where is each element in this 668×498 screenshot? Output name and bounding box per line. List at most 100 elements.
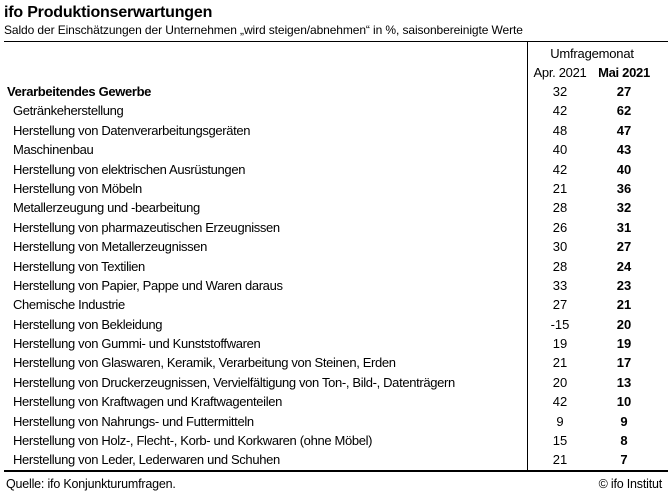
column-headers: Apr. 2021 Mai 2021 bbox=[528, 63, 656, 82]
row-label: Herstellung von Glaswaren, Keramik, Vera… bbox=[13, 355, 396, 371]
row-label: Herstellung von Holz-, Flecht-, Korb- un… bbox=[13, 433, 373, 449]
row-label: Maschinenbau bbox=[13, 142, 94, 158]
row-label: Herstellung von Gummi- und Kunststoffwar… bbox=[13, 336, 261, 352]
row-values: 42 10 bbox=[527, 392, 668, 412]
cell-value: 27 bbox=[616, 239, 632, 255]
row-label: Herstellung von Kraftwagen und Kraftwage… bbox=[13, 394, 283, 410]
table-row: Herstellung von Leder, Lederwaren und Sc… bbox=[4, 450, 668, 470]
row-values: -15 20 bbox=[527, 314, 668, 335]
table-row: Herstellung von Möbeln 21 36 bbox=[4, 178, 668, 199]
row-values: 28 32 bbox=[527, 198, 668, 218]
row-label: Getränkeherstellung bbox=[13, 103, 124, 119]
cell-value: 9 bbox=[620, 413, 628, 429]
cell-value: 19 bbox=[552, 336, 568, 352]
cell-value: 30 bbox=[552, 239, 568, 255]
row-label: Herstellung von Metallerzeugnissen bbox=[13, 239, 208, 255]
cell-value: 33 bbox=[552, 277, 568, 293]
table-body: Verarbeitendes Gewerbe 32 27 Getränkeherste… bbox=[4, 82, 668, 470]
row-values: 20 13 bbox=[527, 372, 668, 393]
cell-value: 40 bbox=[552, 142, 568, 158]
cell-value: 26 bbox=[552, 219, 568, 235]
row-label: Herstellung von Leder, Lederwaren und Sc… bbox=[13, 452, 280, 468]
cell-value: 27 bbox=[552, 297, 568, 313]
row-values: 21 17 bbox=[527, 353, 668, 373]
header-columns-block: Umfragemonat Apr. 2021 Mai 2021 bbox=[527, 42, 668, 82]
cell-value: 32 bbox=[616, 200, 632, 216]
source-note: Quelle: ifo Konjunkturumfragen. bbox=[6, 476, 176, 491]
cell-value: -15 bbox=[550, 316, 570, 332]
row-values: 19 19 bbox=[527, 334, 668, 354]
row-label: Herstellung von Möbeln bbox=[13, 180, 142, 196]
row-values: 15 8 bbox=[527, 431, 668, 451]
table-row: Herstellung von Gummi- und Kunststoffwar… bbox=[4, 334, 668, 354]
row-values: 26 31 bbox=[527, 217, 668, 238]
cell-value: 42 bbox=[552, 161, 568, 177]
row-values: 33 23 bbox=[527, 275, 668, 296]
row-label: Metallerzeugung und -bearbeitung bbox=[13, 200, 200, 216]
table-row: Getränkeherstellung 42 62 bbox=[4, 101, 668, 121]
cell-value: 40 bbox=[616, 161, 632, 177]
row-values: 27 21 bbox=[527, 295, 668, 315]
cell-value: 21 bbox=[552, 180, 568, 196]
page-title: ifo Produktionserwartungen bbox=[4, 4, 213, 21]
table-row: Herstellung von elektrischen Ausrüstunge… bbox=[4, 159, 668, 179]
cell-value: 10 bbox=[616, 394, 632, 410]
table-row: Herstellung von Holz-, Flecht-, Korb- un… bbox=[4, 431, 668, 451]
table-row: Maschinenbau 40 43 bbox=[4, 140, 668, 160]
table-row: Herstellung von Nahrungs- und Futtermitt… bbox=[4, 411, 668, 432]
cell-value: 31 bbox=[616, 219, 632, 235]
row-label: Chemische Industrie bbox=[13, 297, 125, 313]
cell-value: 21 bbox=[616, 297, 632, 313]
row-label: Herstellung von Nahrungs- und Futtermitt… bbox=[13, 413, 254, 429]
cell-value: 42 bbox=[552, 394, 568, 410]
column-header-mai-2021: Mai 2021 bbox=[598, 65, 650, 80]
cell-value: 23 bbox=[616, 277, 632, 293]
row-values: 21 36 bbox=[527, 178, 668, 199]
row-label: Herstellung von Bekleidung bbox=[13, 316, 163, 332]
row-values: 42 40 bbox=[527, 159, 668, 179]
cell-value: 20 bbox=[616, 316, 632, 332]
cell-value: 28 bbox=[552, 258, 568, 274]
row-values: 30 27 bbox=[527, 237, 668, 257]
cell-value: 21 bbox=[552, 452, 568, 468]
cell-value: 62 bbox=[616, 103, 632, 119]
cell-value: 42 bbox=[552, 103, 568, 119]
row-label: Herstellung von Papier, Pappe und Waren … bbox=[13, 277, 283, 293]
row-values: 48 47 bbox=[527, 120, 668, 141]
row-values: 28 24 bbox=[527, 256, 668, 276]
data-table: Umfragemonat Apr. 2021 Mai 2021 Verarbei… bbox=[4, 41, 668, 472]
table-row: Herstellung von Textilien 28 24 bbox=[4, 256, 668, 276]
cell-value: 24 bbox=[616, 258, 632, 274]
copyright-note: © ifo Institut bbox=[598, 476, 663, 491]
table-header: Umfragemonat Apr. 2021 Mai 2021 bbox=[4, 42, 668, 82]
table-row: Verarbeitendes Gewerbe 32 27 bbox=[4, 82, 668, 102]
cell-value: 48 bbox=[552, 122, 568, 138]
row-label: Herstellung von Textilien bbox=[13, 258, 145, 274]
table-row: Metallerzeugung und -bearbeitung 28 32 bbox=[4, 198, 668, 218]
cell-value: 9 bbox=[556, 413, 564, 429]
row-label: Herstellung von elektrischen Ausrüstunge… bbox=[13, 161, 246, 177]
row-label: Herstellung von pharmazeutischen Erzeugn… bbox=[13, 219, 280, 235]
cell-value: 36 bbox=[616, 180, 632, 196]
cell-value: 27 bbox=[616, 84, 632, 99]
cell-value: 28 bbox=[552, 200, 568, 216]
cell-value: 21 bbox=[552, 355, 568, 371]
row-values: 40 43 bbox=[527, 140, 668, 160]
column-group-header: Umfragemonat bbox=[550, 46, 634, 61]
row-values: 42 62 bbox=[527, 101, 668, 121]
cell-value: 7 bbox=[620, 452, 628, 468]
table-row: Herstellung von Metallerzeugnissen 30 27 bbox=[4, 237, 668, 257]
table-row: Herstellung von Bekleidung -15 20 bbox=[4, 314, 668, 335]
row-values: 32 27 bbox=[527, 82, 668, 102]
cell-value: 32 bbox=[552, 84, 568, 99]
row-label: Verarbeitendes Gewerbe bbox=[7, 84, 152, 99]
table-row: Herstellung von Glaswaren, Keramik, Vera… bbox=[4, 353, 668, 373]
cell-value: 19 bbox=[616, 336, 632, 352]
cell-value: 13 bbox=[616, 374, 632, 390]
column-header-apr-2021: Apr. 2021 bbox=[533, 65, 587, 80]
table-row: Herstellung von Kraftwagen und Kraftwage… bbox=[4, 392, 668, 412]
row-values: 21 7 bbox=[527, 450, 668, 470]
table-row: Herstellung von pharmazeutischen Erzeugn… bbox=[4, 217, 668, 238]
